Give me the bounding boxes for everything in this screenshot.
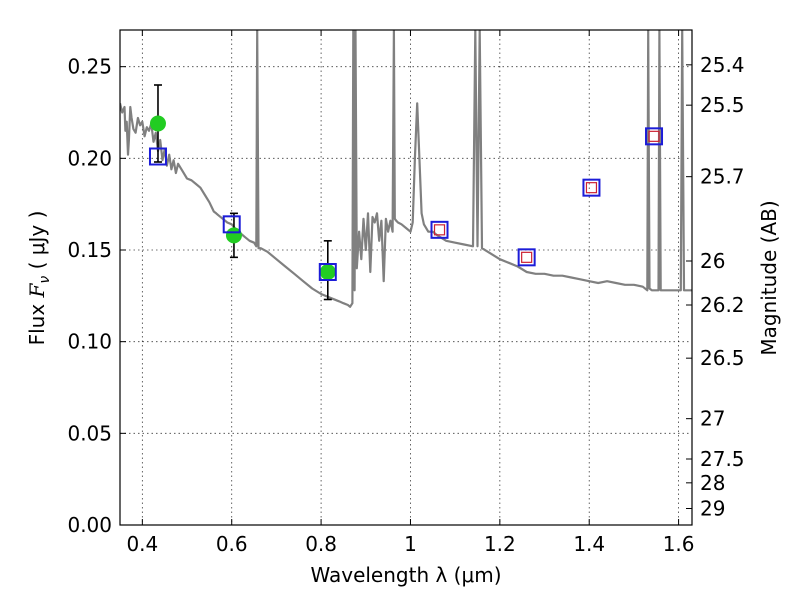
right-tick-label: 26 — [700, 249, 725, 273]
right-tick-label: 27.5 — [700, 447, 745, 471]
right-tick-label: 25.5 — [700, 93, 745, 117]
model-flux-square — [582, 178, 601, 197]
x-tick-label: 1.4 — [573, 532, 605, 556]
x-tick-label: 1.6 — [663, 532, 695, 556]
x-tick-label: 1 — [404, 532, 417, 556]
model-spectrum-line — [120, 30, 692, 308]
x-axis-title: Wavelength λ (μm) — [310, 563, 501, 587]
grid — [120, 30, 692, 526]
model-flux-square — [430, 220, 449, 239]
y-tick-label: 0.15 — [67, 238, 112, 262]
right-tick-label: 27 — [700, 407, 725, 431]
model-flux-inner-square — [648, 130, 660, 142]
model-flux-square — [645, 127, 664, 146]
y-tick-label: 0.05 — [67, 421, 112, 445]
y-tick-label: 0.00 — [67, 513, 112, 537]
right-tick-label: 25.4 — [700, 53, 745, 77]
y-axis-title: Flux Fν ( μJy ) — [25, 211, 53, 346]
y-tick-label: 0.25 — [67, 55, 112, 79]
model-flux-inner-square — [585, 182, 598, 194]
model-flux-inner-square — [433, 224, 446, 236]
x-tick-label: 0.4 — [126, 532, 158, 556]
observed-point — [149, 115, 166, 132]
model-flux-square — [148, 147, 167, 166]
model-flux-inner-square — [521, 251, 533, 263]
right-tick-label: 29 — [700, 497, 725, 521]
axes: 0.4 0.6 0.8 1 1.2 1.4 1.6 0.00 0.05 0.10 0.15 0.20 0… — [67, 30, 745, 556]
x-tick-label: 1.2 — [484, 532, 516, 556]
x-tick-label: 0.8 — [305, 532, 337, 556]
right-tick-label: 28 — [700, 471, 725, 495]
model-flux-square — [222, 215, 241, 234]
observed-point — [319, 264, 336, 280]
right-tick-label: 25.7 — [700, 165, 745, 189]
plot-frame — [119, 29, 693, 526]
x-tick-label: 0.6 — [216, 532, 248, 556]
right-tick-label: 26.2 — [700, 293, 745, 317]
y-tick-label: 0.10 — [67, 330, 112, 354]
plot-area — [120, 30, 692, 308]
model-flux-square — [318, 263, 337, 281]
right-tick-label: 26.5 — [700, 346, 745, 370]
y-tick-label: 0.20 — [67, 146, 112, 170]
model-flux-square — [517, 248, 536, 267]
y-axis-right-title: Magnitude (AB) — [757, 200, 781, 355]
